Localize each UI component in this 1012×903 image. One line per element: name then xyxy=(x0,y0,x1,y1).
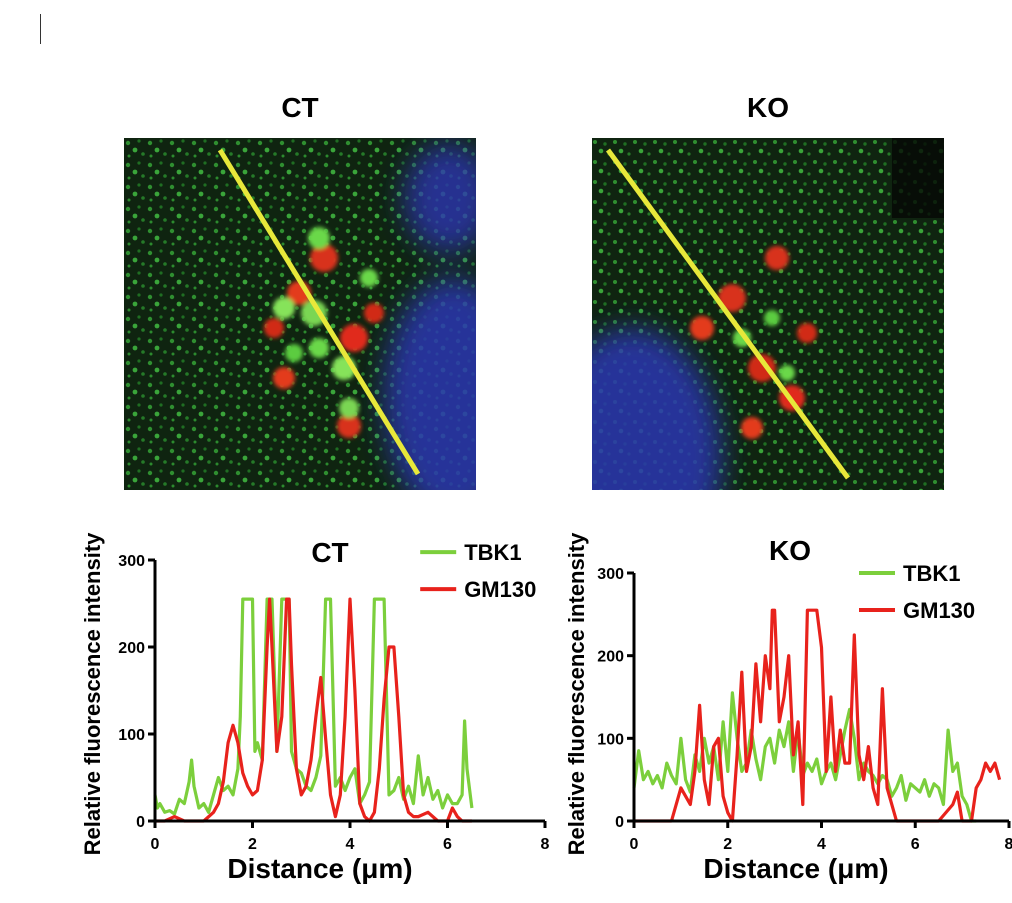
ko-golgi-cluster xyxy=(690,246,817,439)
ko-y-tick-label: 200 xyxy=(597,649,624,666)
ct-microscopy-image xyxy=(124,138,476,490)
ct-legend-label-gm130: GM130 xyxy=(464,577,536,602)
ct-x-tick-label: 4 xyxy=(346,836,355,853)
ct-x-tick-label: 2 xyxy=(248,836,257,853)
ko-x-tick-label: 8 xyxy=(1005,836,1012,853)
ct-y-tick-label: 100 xyxy=(118,727,145,744)
ct-series-tbk1-line xyxy=(153,597,474,816)
ko-chart-title: KO xyxy=(769,535,811,566)
ct-x-tick-label: 8 xyxy=(541,836,550,853)
ct-chart-title: CT xyxy=(311,537,348,568)
ct-nucleus-blue xyxy=(384,143,476,490)
ct-x-axis-label: Distance (μm) xyxy=(227,853,412,884)
ko-nucleus-blue xyxy=(592,328,722,490)
ct-golgi-cluster xyxy=(264,227,384,438)
ko-y-tick-label: 0 xyxy=(615,814,624,831)
corner-tick-mark xyxy=(40,14,41,44)
ct-scan-line xyxy=(217,148,421,476)
ko-legend-label-gm130: GM130 xyxy=(903,598,975,623)
ko-scan-line xyxy=(605,148,851,480)
ct-x-tick-label: 6 xyxy=(443,836,452,853)
ko-y-tick-label: 100 xyxy=(597,731,624,748)
ko-x-tick-label: 6 xyxy=(911,836,920,853)
ko-legend-label-tbk1: TBK1 xyxy=(903,561,960,586)
ko-y-axis-label: Relative fluorescence intensity xyxy=(564,532,589,856)
ko-series-gm130-line xyxy=(634,608,1002,823)
ct-y-tick-label: 0 xyxy=(136,814,145,831)
ct-series-gm130-line xyxy=(155,597,472,823)
ko-x-tick-label: 0 xyxy=(630,836,639,853)
ko-x-axis-label: Distance (μm) xyxy=(703,853,888,884)
ko-microscopy-image xyxy=(592,138,944,490)
ct-x-tick-label: 0 xyxy=(151,836,160,853)
ko-x-tick-label: 4 xyxy=(817,836,826,853)
ct-y-tick-label: 200 xyxy=(118,640,145,657)
ct-y-tick-label: 300 xyxy=(118,553,145,570)
ct-legend-label-tbk1: TBK1 xyxy=(464,540,521,565)
ko-x-tick-label: 2 xyxy=(723,836,732,853)
ko-y-tick-label: 300 xyxy=(597,566,624,583)
ct-image-title: CT xyxy=(281,92,319,123)
ct-y-axis-label: Relative fluorescence intensity xyxy=(80,532,105,856)
ko-image-title: KO xyxy=(747,92,789,123)
